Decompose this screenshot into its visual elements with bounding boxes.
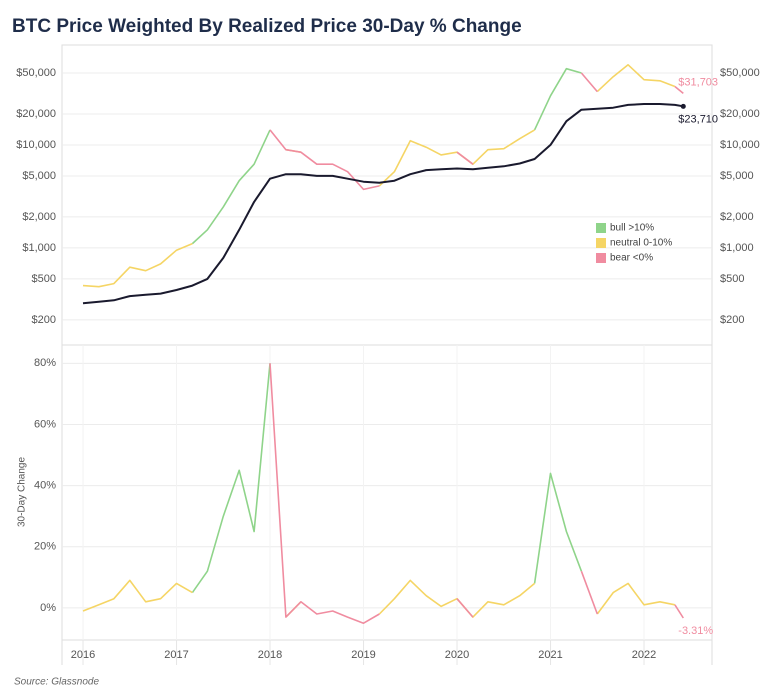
series-line xyxy=(456,598,474,618)
x-tick-label: 2018 xyxy=(258,649,282,661)
y-tick-label: $500 xyxy=(32,273,56,285)
series-line xyxy=(674,85,684,95)
top-frame xyxy=(61,44,713,346)
value-label: $31,703 xyxy=(678,76,718,88)
series-line xyxy=(269,129,380,191)
series-line xyxy=(191,129,271,245)
y-tick-label: 0% xyxy=(40,602,56,614)
legend-label: bear <0% xyxy=(610,253,653,264)
source: Source: Glassnode xyxy=(14,677,99,688)
legend-swatch xyxy=(596,223,606,233)
y-tick-label: $50,000 xyxy=(16,67,56,79)
x-tick-label: 2020 xyxy=(445,649,469,661)
y-tick-label: $2,000 xyxy=(22,211,56,223)
y2-tick-label: $10,000 xyxy=(720,139,760,151)
y-tick-label: $1,000 xyxy=(22,242,56,254)
series-line xyxy=(596,64,676,93)
end-marker xyxy=(680,103,686,109)
series-line xyxy=(82,103,684,305)
x-tick-label: 2021 xyxy=(538,649,562,661)
series-line xyxy=(456,151,474,165)
x-tick-label: 2016 xyxy=(71,649,95,661)
value-label: $23,710 xyxy=(678,113,718,125)
series-line xyxy=(580,570,599,615)
series-line xyxy=(533,67,582,131)
y2-tick-label: $500 xyxy=(720,273,744,285)
series-line xyxy=(580,72,598,93)
legend-swatch xyxy=(596,238,606,248)
bottom-frame xyxy=(61,344,713,641)
legend-swatch xyxy=(596,253,606,263)
y2-tick-label: $50,000 xyxy=(720,67,760,79)
series-line xyxy=(596,582,676,615)
value-label: -3.31% xyxy=(678,625,713,637)
y-tick-label: 80% xyxy=(34,357,56,369)
y2-tick-label: $5,000 xyxy=(720,170,754,182)
y2-tick-label: $2,000 xyxy=(720,211,754,223)
series-line xyxy=(674,604,684,619)
series-line xyxy=(269,363,380,624)
series-line xyxy=(82,579,193,612)
legend-label: neutral 0-10% xyxy=(610,238,672,249)
y-tick-label: $200 xyxy=(32,314,56,326)
x-tick-label: 2022 xyxy=(632,649,656,661)
y-tick-label: $10,000 xyxy=(16,139,56,151)
y2-tick-label: $20,000 xyxy=(720,108,760,120)
y2-tick-label: $200 xyxy=(720,314,744,326)
y-tick-label: 40% xyxy=(34,480,56,492)
y-tick-label: 20% xyxy=(34,541,56,553)
series-line xyxy=(82,242,193,288)
series-line xyxy=(533,472,583,584)
series-line xyxy=(191,363,271,594)
y-axis-title: 30-Day Change xyxy=(17,457,28,527)
chart-title: BTC Price Weighted By Realized Price 30-… xyxy=(12,16,522,37)
y2-tick-label: $1,000 xyxy=(720,242,754,254)
x-tick-label: 2019 xyxy=(351,649,375,661)
y-tick-label: $20,000 xyxy=(16,108,56,120)
y-tick-label: 60% xyxy=(34,418,56,430)
legend-label: bull >10% xyxy=(610,223,654,234)
x-tick-label: 2017 xyxy=(164,649,188,661)
y-tick-label: $5,000 xyxy=(22,170,56,182)
